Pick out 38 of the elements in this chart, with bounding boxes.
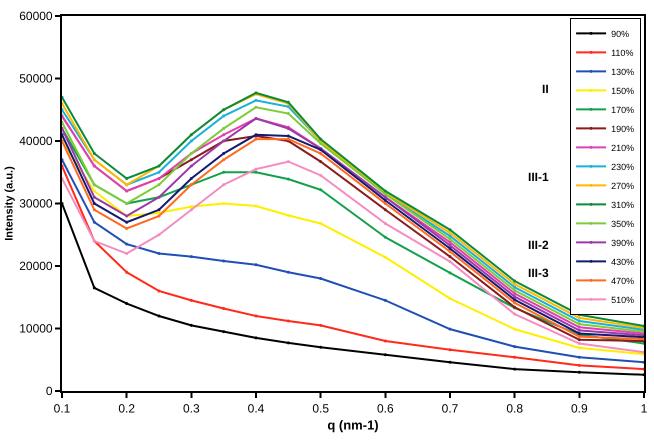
legend-label: 270% — [611, 180, 634, 191]
y-tick-label: 10000 — [19, 322, 53, 336]
y-tick-label: 0 — [46, 384, 53, 398]
x-tick-label: 0.3 — [182, 401, 200, 416]
legend-label: 130% — [611, 66, 634, 77]
legend-label: 390% — [611, 238, 634, 248]
y-tick-label: 20000 — [19, 259, 53, 274]
x-tick-label: 0.4 — [248, 401, 265, 416]
legend-label: 90% — [611, 28, 630, 39]
legend-label: 470% — [611, 276, 634, 286]
legend-label: 230% — [611, 162, 634, 172]
annotation: III-1 — [528, 170, 549, 184]
x-axis-title: q (nm-1) — [327, 418, 379, 432]
x-tick-label: 0.8 — [506, 401, 524, 416]
legend-label: 430% — [611, 256, 634, 267]
x-tick-label: 0.1 — [54, 401, 71, 416]
annotation: II — [542, 82, 549, 96]
legend-label: 150% — [611, 86, 634, 96]
x-tick-label: 0.5 — [312, 401, 330, 416]
legend-label: 350% — [611, 218, 634, 229]
legend-label: 110% — [611, 48, 634, 58]
annotation: III-2 — [528, 238, 549, 252]
x-tick-label: 0.7 — [442, 401, 459, 416]
legend-label: 190% — [611, 124, 634, 134]
legend-label: 310% — [611, 200, 634, 210]
x-tick-label: 0.2 — [118, 401, 136, 416]
y-tick-label: 30000 — [19, 196, 53, 211]
y-axis-title: Intensity (a.u.) — [3, 166, 16, 241]
x-tick-label: 0.6 — [376, 401, 394, 416]
legend-label: 510% — [611, 294, 634, 305]
annotation: III-3 — [528, 266, 549, 280]
y-tick-label: 40000 — [19, 134, 53, 148]
x-tick-label: 1 — [640, 401, 648, 416]
y-tick-label: 60000 — [19, 9, 53, 24]
y-tick-label: 50000 — [19, 72, 53, 86]
legend-label: 210% — [611, 142, 634, 153]
legend-label: 170% — [611, 104, 634, 115]
x-tick-label: 0.9 — [570, 401, 588, 416]
